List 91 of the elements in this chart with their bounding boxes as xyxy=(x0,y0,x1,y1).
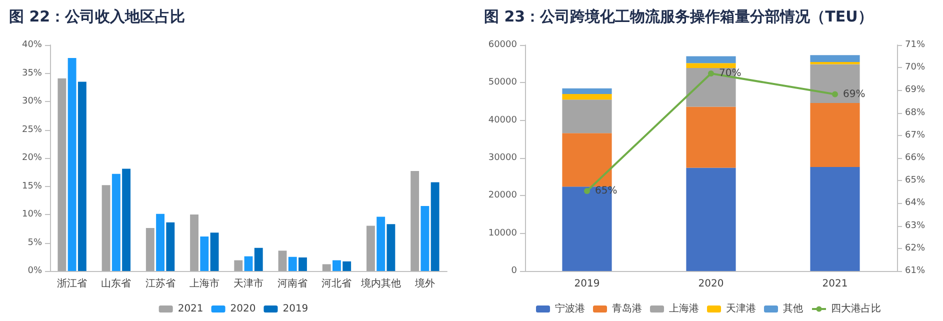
legend-label: 2021 xyxy=(178,304,204,314)
bar xyxy=(562,94,612,100)
y-tick-label: 60000 xyxy=(488,40,518,50)
bar xyxy=(342,261,352,271)
bar xyxy=(430,182,440,271)
bar xyxy=(244,256,253,271)
y2-tick-label: 67% xyxy=(905,130,926,140)
bar xyxy=(156,214,164,271)
y-tick-label: 25% xyxy=(22,124,42,135)
y-tick-label: 10% xyxy=(22,210,42,220)
y-tick-label: 20% xyxy=(22,153,42,163)
y-tick-label: 40000 xyxy=(488,115,518,126)
y2-tick-label: 70% xyxy=(905,62,926,73)
bar xyxy=(278,250,287,271)
bar xyxy=(562,88,612,94)
legend-label: 2019 xyxy=(282,304,308,314)
bar xyxy=(146,228,154,271)
x-tick-label: 河北省 xyxy=(322,278,352,290)
y2-tick-label: 62% xyxy=(905,243,926,254)
y-tick-label: 15% xyxy=(22,181,42,192)
bar xyxy=(210,232,219,271)
legend-label: 上海港 xyxy=(669,302,699,314)
y-tick-label: 10000 xyxy=(488,228,518,238)
bar xyxy=(420,206,430,271)
y-tick-label: 50000 xyxy=(488,78,518,88)
legend-label: 其他 xyxy=(783,302,803,314)
bar xyxy=(410,170,420,271)
legend-label: 天津港 xyxy=(726,302,756,314)
bar xyxy=(686,168,736,271)
bar xyxy=(122,168,131,271)
y2-tick-label: 68% xyxy=(905,108,926,118)
point xyxy=(832,91,838,98)
y2-tick-label: 64% xyxy=(905,198,926,208)
y-tick-label: 30000 xyxy=(488,153,518,163)
chart-title: 图 23：公司跨境化工物流服务操作箱量分部情况（TEU） xyxy=(484,8,873,26)
bar xyxy=(810,55,860,62)
bar xyxy=(810,167,860,271)
bar xyxy=(686,63,736,68)
bar xyxy=(562,133,612,187)
legend-label: 四大港占比 xyxy=(831,302,881,314)
y2-tick-label: 71% xyxy=(905,40,926,50)
bar xyxy=(686,56,736,64)
y2-tick-label: 61% xyxy=(905,266,926,276)
y-tick-label: 30% xyxy=(22,96,42,106)
bar xyxy=(254,248,263,271)
legend-label: 宁波港 xyxy=(555,302,585,314)
bar xyxy=(166,222,175,271)
y-tick-label: 20000 xyxy=(488,190,518,201)
legend-label: 2020 xyxy=(230,304,256,314)
bar xyxy=(332,260,341,271)
bar xyxy=(686,106,736,168)
bar xyxy=(112,174,120,271)
bar xyxy=(102,185,110,271)
legend-label: 青岛港 xyxy=(612,302,642,314)
x-tick-label: 山东省 xyxy=(101,278,132,290)
y-tick-label: 0% xyxy=(28,266,42,276)
bar xyxy=(234,260,243,271)
y-tick-label: 40% xyxy=(22,40,42,50)
bar xyxy=(190,214,198,271)
bar xyxy=(366,226,375,271)
bar xyxy=(78,82,86,271)
x-tick-label: 江苏省 xyxy=(145,278,176,290)
bar xyxy=(58,78,66,271)
x-tick-label: 2020 xyxy=(698,278,724,290)
x-tick-label: 浙江省 xyxy=(57,278,88,290)
bar xyxy=(810,103,860,168)
bar xyxy=(298,257,307,271)
chart-title: 图 22：公司收入地区占比 xyxy=(9,8,186,26)
x-tick-label: 2019 xyxy=(574,278,600,290)
point xyxy=(584,188,590,194)
bar xyxy=(562,100,612,134)
x-tick-label: 境内其他 xyxy=(360,278,401,290)
bar xyxy=(288,256,297,271)
bar xyxy=(322,264,331,271)
bar xyxy=(200,236,209,271)
x-tick-label: 2021 xyxy=(822,278,848,290)
y2-tick-label: 65% xyxy=(905,176,926,186)
x-tick-label: 境外 xyxy=(414,278,435,290)
y-tick-label: 35% xyxy=(22,68,42,78)
y-tick-label: 0 xyxy=(511,266,518,276)
bar xyxy=(376,216,386,271)
y2-tick-label: 63% xyxy=(905,220,926,231)
bar xyxy=(68,58,76,271)
point xyxy=(708,70,714,76)
y2-tick-label: 69% xyxy=(905,85,926,96)
x-tick-label: 河南省 xyxy=(278,278,308,290)
y-tick-label: 5% xyxy=(28,238,42,248)
y2-tick-label: 66% xyxy=(905,153,926,163)
x-tick-label: 天津市 xyxy=(234,278,264,290)
x-tick-label: 上海市 xyxy=(189,278,220,290)
bar xyxy=(386,224,396,271)
